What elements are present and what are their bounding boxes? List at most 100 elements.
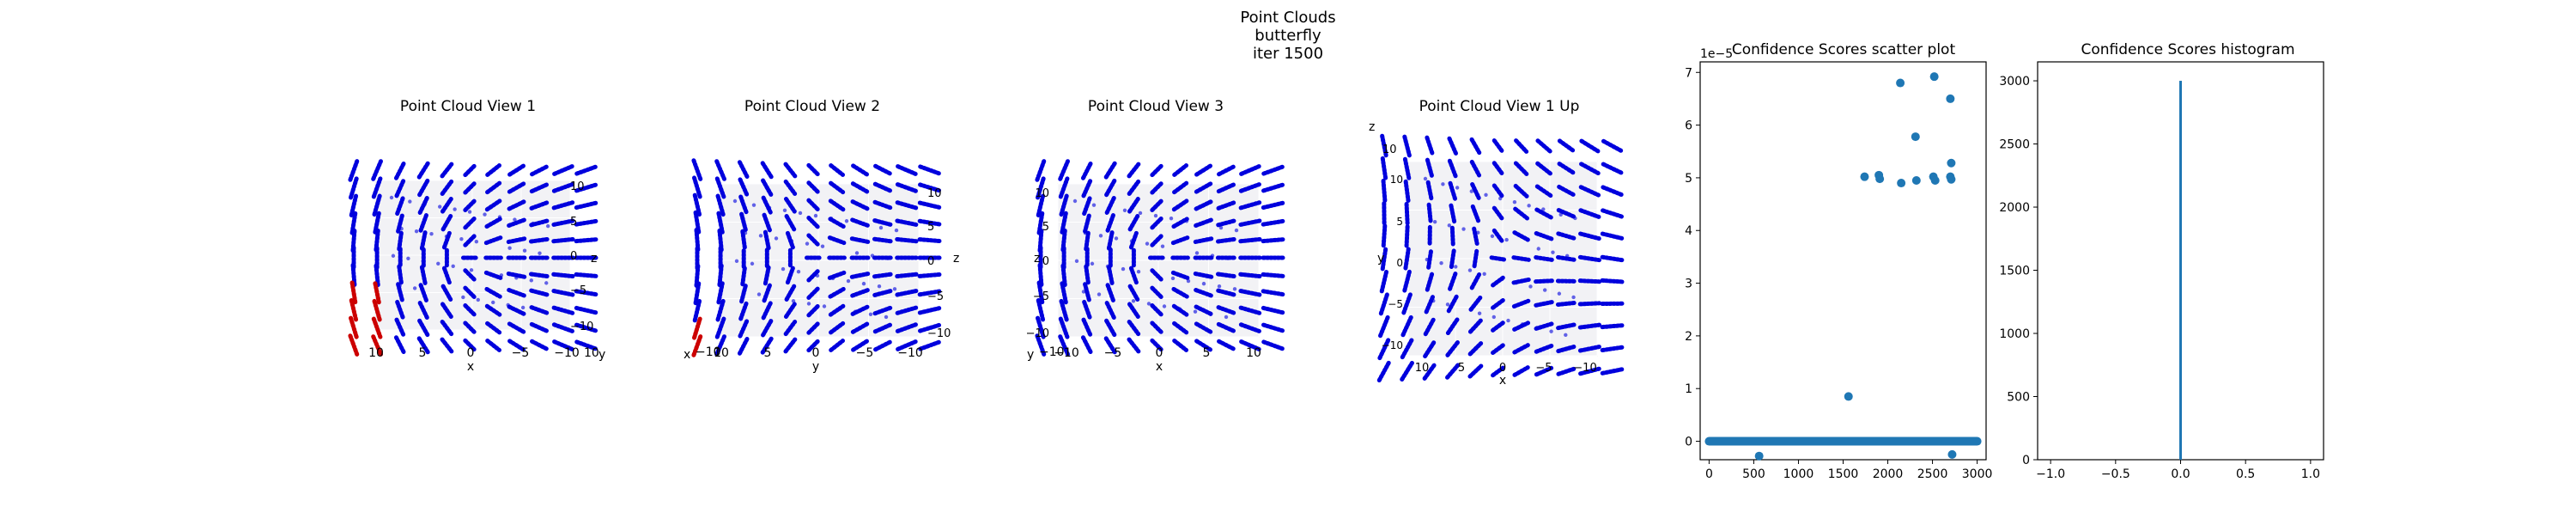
point: [1163, 304, 1166, 308]
point-streak: [1494, 141, 1502, 152]
point-streak: [1383, 180, 1385, 201]
point-streak: [576, 240, 597, 241]
point: [1171, 277, 1175, 280]
point: [484, 271, 488, 274]
point-streak: [920, 308, 939, 313]
point: [1187, 279, 1190, 283]
point: [790, 239, 793, 242]
point-streak: [1470, 366, 1481, 376]
x-tick-label: 1000: [1783, 467, 1814, 481]
point: [733, 199, 737, 203]
point: [1543, 288, 1546, 291]
histogram-title: Confidence Scores histogram: [2081, 41, 2294, 58]
point-streak: [442, 339, 452, 351]
point: [735, 260, 738, 263]
point: [513, 217, 516, 221]
point-streak: [1405, 137, 1410, 156]
point: [1506, 319, 1510, 322]
side-tick-labels: 10 5 0 −5 −10: [927, 187, 951, 340]
point-cloud: [1037, 161, 1284, 356]
y-tick-label: 2000: [1999, 201, 2030, 215]
point-streak: [1603, 141, 1621, 150]
point-streak: [1152, 165, 1162, 174]
point-streak: [396, 338, 404, 354]
point: [1513, 200, 1516, 204]
y-tick-label: 1500: [1999, 265, 2030, 278]
point-streak: [1264, 185, 1284, 191]
point: [860, 222, 864, 225]
point-streak: [1603, 211, 1623, 217]
side-tick-label: 5: [927, 221, 934, 234]
point-streak: [1219, 166, 1236, 174]
point-streak: [488, 166, 500, 175]
point-streak: [1175, 341, 1187, 351]
point-streak: [1538, 141, 1551, 152]
y-tick-label: 0: [2022, 454, 2030, 467]
x-tick-label: 1500: [1828, 467, 1859, 481]
point-streak: [576, 274, 597, 276]
point-streak: [1263, 274, 1284, 276]
point-streak: [1263, 308, 1283, 313]
point: [422, 260, 425, 263]
side-tick-label: −5: [570, 284, 586, 297]
point: [871, 253, 874, 257]
point-streak: [1603, 187, 1622, 195]
point: [869, 313, 872, 316]
scatter-point: [1947, 450, 1956, 459]
scatter-point: [1911, 132, 1920, 141]
point: [1492, 315, 1496, 319]
point-streak: [1382, 272, 1387, 291]
x-tick-label: 0: [1156, 346, 1163, 360]
point-streak: [1264, 342, 1284, 349]
point: [1541, 207, 1545, 211]
point-streak: [1379, 362, 1388, 380]
view-title: Point Cloud View 3: [1088, 98, 1224, 115]
scatter-axes-frame: [1700, 62, 1986, 460]
x-tick-label: 0: [1499, 362, 1506, 375]
point-streak: [831, 341, 843, 351]
point-streak: [1492, 258, 1505, 260]
point: [893, 287, 896, 290]
point: [399, 227, 403, 230]
point-streak: [717, 162, 725, 180]
scatter-point: [1896, 79, 1905, 88]
point-cloud: [350, 161, 597, 356]
point-streak: [442, 164, 452, 176]
side-tick-label: −5: [1033, 290, 1049, 303]
point: [783, 209, 787, 212]
point: [1573, 217, 1577, 220]
point-streak: [1060, 162, 1068, 180]
point-streak: [1406, 249, 1408, 268]
point: [847, 279, 850, 283]
point-cloud-view-3: Point Cloud View 3 −10 −5 0 5 10 x 10 5 …: [1026, 98, 1284, 374]
point: [1478, 312, 1481, 315]
corner-axis-label: z: [1369, 120, 1375, 134]
side-tick-label: −5: [1388, 298, 1403, 310]
point: [1235, 229, 1238, 232]
x-tick-label: 500: [1742, 467, 1765, 481]
scatter-point: [1947, 175, 1955, 184]
point-streak: [831, 166, 843, 175]
side-axis-label: z: [1034, 252, 1040, 266]
corner-tick-label: 10: [1382, 143, 1397, 156]
point: [468, 210, 471, 213]
point: [1226, 256, 1230, 260]
x-tick-label: −10: [1573, 362, 1596, 375]
point: [1139, 211, 1142, 215]
point: [1145, 241, 1149, 245]
point-streak: [1449, 138, 1456, 154]
point: [445, 235, 448, 238]
point: [406, 257, 410, 260]
y-tick-label: 1: [1685, 382, 1692, 396]
point: [792, 299, 795, 302]
point: [1178, 307, 1182, 310]
side-tick-label: 0: [1396, 257, 1403, 269]
side-tick-label: 0: [927, 255, 934, 268]
point: [1528, 284, 1532, 288]
point: [1202, 282, 1206, 285]
corner-axis-label: y: [1027, 348, 1034, 362]
point: [521, 306, 525, 309]
point: [1559, 213, 1563, 217]
